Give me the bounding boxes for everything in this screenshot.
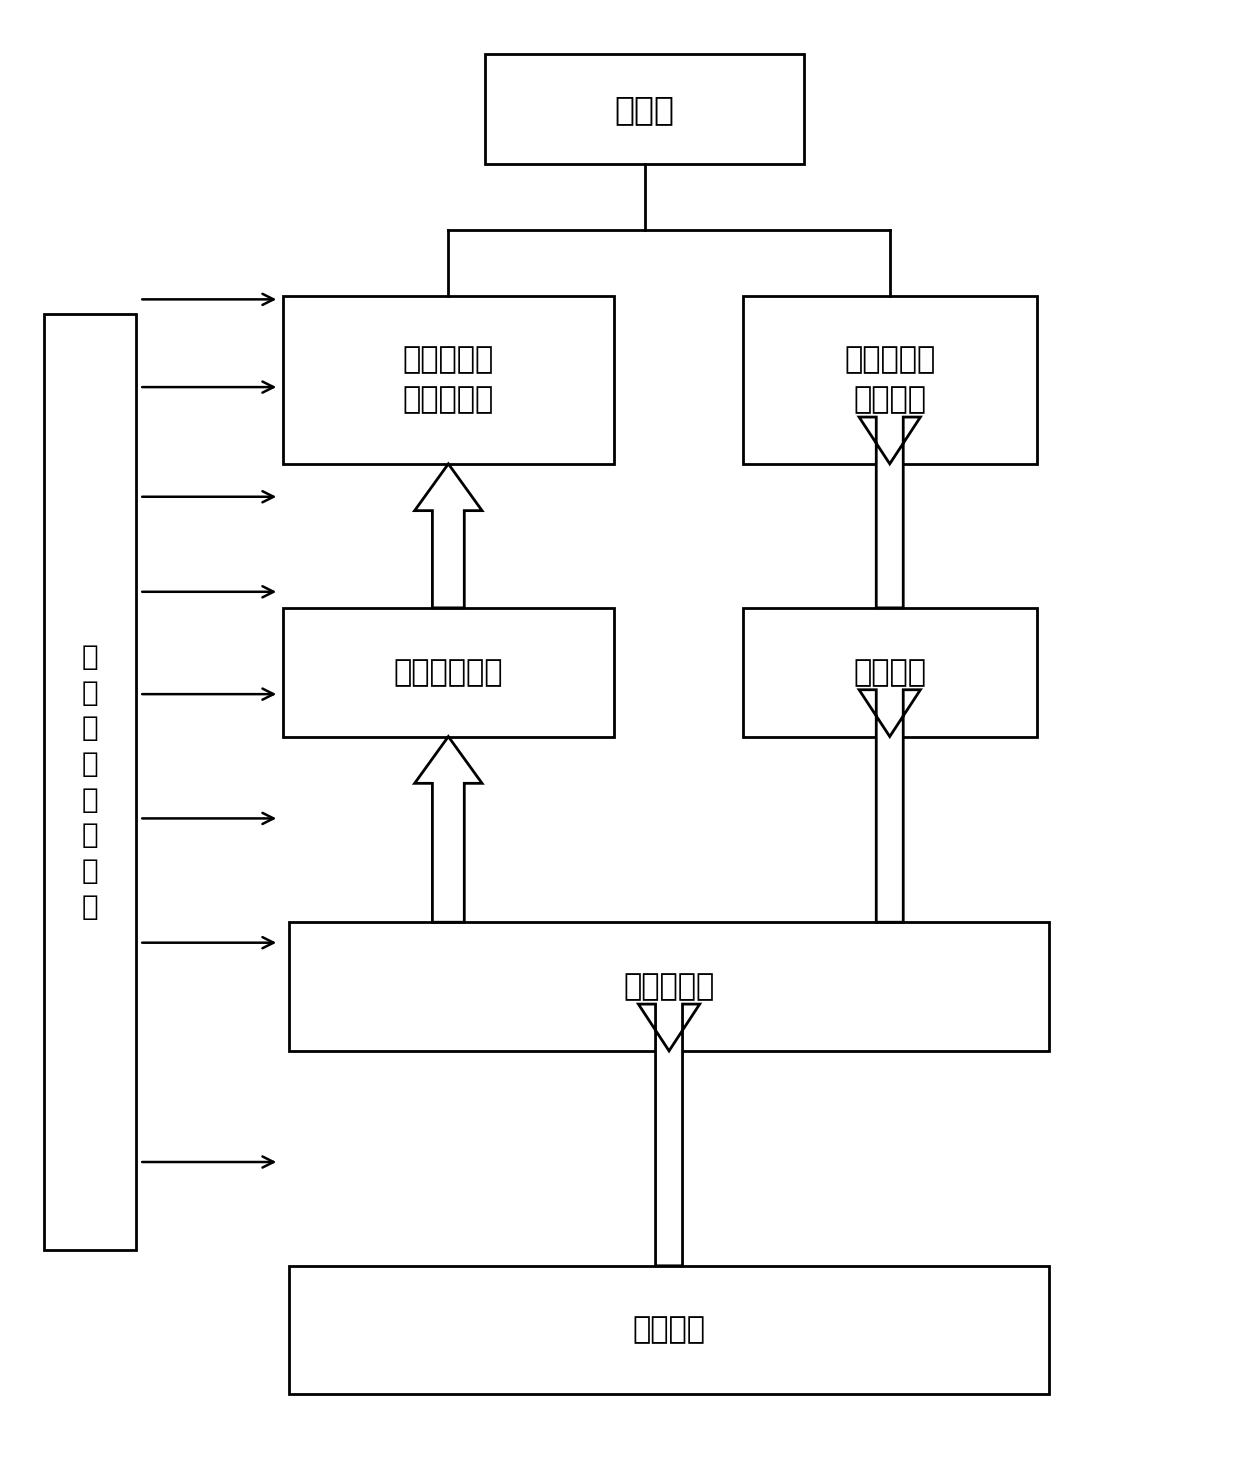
Bar — [283, 295, 614, 463]
Bar — [743, 295, 1037, 463]
Text: 空
间
中
的
磁
场
激
励: 空 间 中 的 磁 场 激 励 — [82, 644, 99, 921]
Polygon shape — [639, 1004, 699, 1266]
Text: 上位机: 上位机 — [615, 93, 675, 125]
Text: 数据采集模块: 数据采集模块 — [393, 658, 503, 686]
Bar — [283, 608, 614, 737]
Text: 数据处理与
伪成像系统: 数据处理与 伪成像系统 — [403, 345, 494, 415]
Polygon shape — [859, 689, 920, 922]
Text: 待测式样: 待测式样 — [632, 1315, 706, 1345]
Polygon shape — [859, 418, 920, 608]
Polygon shape — [414, 463, 482, 608]
Bar — [485, 55, 804, 164]
Text: 弱磁传感器: 弱磁传感器 — [624, 973, 714, 1001]
Text: 传动装置: 传动装置 — [853, 658, 926, 686]
Bar — [289, 922, 1049, 1051]
Polygon shape — [414, 737, 482, 922]
Bar — [289, 1266, 1049, 1395]
Bar — [743, 608, 1037, 737]
Text: 二维扫描与
定位系统: 二维扫描与 定位系统 — [844, 345, 935, 415]
Bar — [45, 314, 136, 1250]
